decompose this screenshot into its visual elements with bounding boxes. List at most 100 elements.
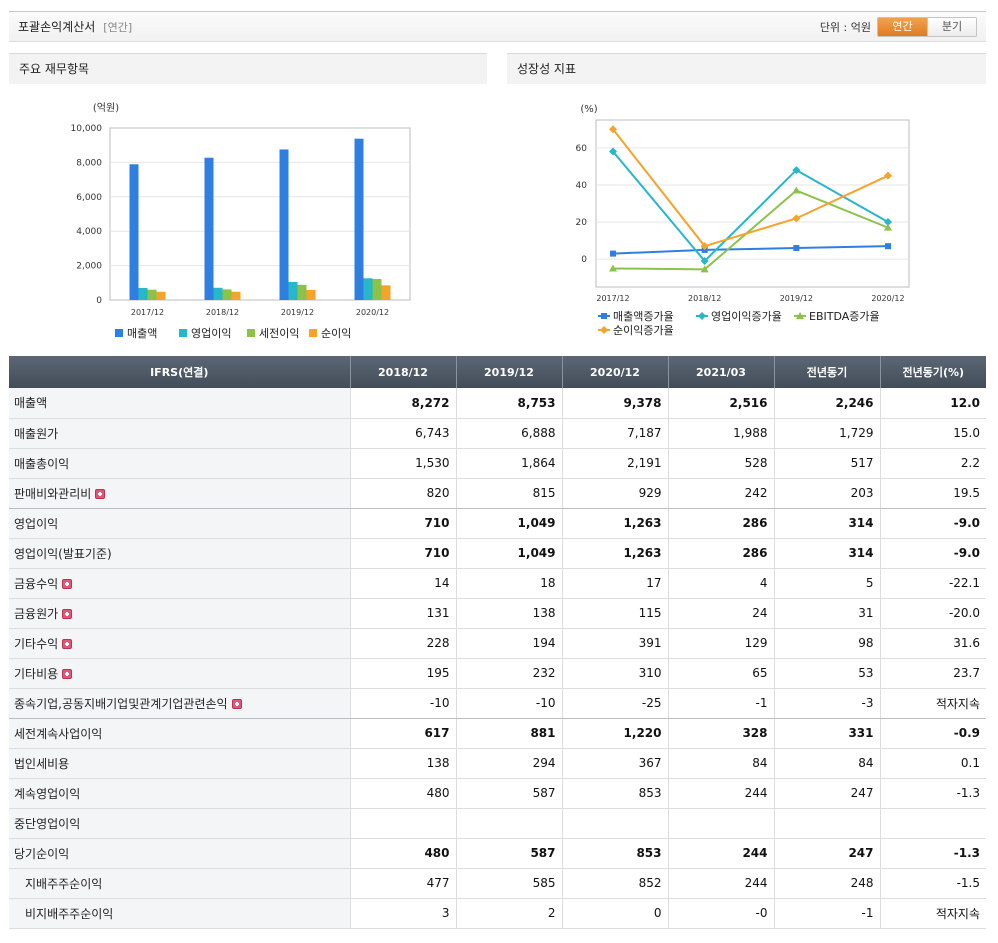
- table-cell: 8,272: [349, 388, 456, 419]
- table-cell: [561, 808, 668, 839]
- table-row: 기타비용 195 232 310 65 53 23.7: [9, 658, 986, 689]
- table-row: 세전계속사업이익 617 881 1,220 328 331 -0.9: [9, 718, 986, 749]
- row-label: 기타수익: [9, 628, 350, 659]
- line-x-tick-label: 2017/12: [596, 294, 629, 303]
- table-cell: 1,220: [561, 718, 668, 749]
- table-cell: -1.3: [879, 838, 986, 869]
- line-legend-label: 매출액증가율: [613, 310, 674, 323]
- bar-2: [288, 281, 298, 300]
- expand-plus-icon[interactable]: [62, 668, 73, 679]
- line-legend-marker: [796, 312, 804, 319]
- key-financials-bar-chart: 0 2,000 4,000 6,000 8,000 10,000 (억원) 2017/12 20…: [71, 102, 411, 340]
- expand-plus-icon[interactable]: [62, 578, 73, 589]
- statement-title: 포괄손익계산서: [18, 20, 96, 34]
- table-cell: 391: [561, 628, 668, 659]
- bar-4: [231, 291, 241, 300]
- table-cell: 587: [455, 778, 562, 809]
- table-cell: 929: [561, 478, 668, 509]
- row-label-text: 비지배주주순이익: [25, 906, 114, 921]
- table-cell: 587: [455, 838, 562, 869]
- expand-plus-icon[interactable]: [231, 698, 242, 709]
- table-cell: 477: [349, 868, 456, 899]
- table-row: 영업이익 710 1,049 1,263 286 314 -9.0: [9, 508, 986, 539]
- table-cell: 710: [349, 538, 456, 569]
- bar-legend-swatch: [309, 329, 317, 337]
- table-cell: 17: [561, 568, 668, 599]
- expand-plus-icon[interactable]: [62, 638, 73, 649]
- table-cell: 881: [455, 718, 562, 749]
- table-cell: 244: [667, 838, 774, 869]
- table-cell: 314: [773, 538, 880, 569]
- line-point: [609, 147, 617, 156]
- annual-toggle-button[interactable]: 연간: [878, 17, 927, 36]
- row-label: 매출원가: [9, 418, 350, 449]
- line-point: [793, 245, 800, 252]
- table-cell: 15.0: [879, 418, 986, 449]
- bar-plot-area: [109, 127, 411, 301]
- table-cell: 815: [455, 478, 562, 509]
- table-cell: 138: [349, 748, 456, 779]
- row-label-text: 종속기업,공동지배기업및관계기업관련손익: [14, 696, 228, 711]
- row-label: 금융원가: [9, 598, 350, 629]
- table-cell: 0.1: [879, 748, 986, 779]
- table-cell: 31.6: [879, 628, 986, 659]
- table-row: 매출원가 6,743 6,888 7,187 1,988 1,729 15.0: [9, 418, 986, 449]
- line-x-tick-label: 2019/12: [780, 294, 813, 303]
- header-period-3: 2020/12: [561, 356, 668, 388]
- table-cell: [879, 808, 986, 839]
- period-toggle: 연간 분기: [877, 16, 977, 37]
- quarter-toggle-button[interactable]: 분기: [927, 17, 976, 36]
- row-label-text: 기타수익: [14, 636, 59, 651]
- row-label-text: 금융수익: [14, 576, 59, 591]
- row-label-text: 영업이익(발표기준): [14, 546, 112, 561]
- bar-3: [297, 284, 307, 300]
- bar-legend-label: 매출액: [127, 327, 157, 340]
- table-cell: 585: [455, 868, 562, 899]
- table-cell: 1,049: [455, 538, 562, 569]
- row-label: 영업이익(발표기준): [9, 538, 350, 569]
- row-label: 매출액: [9, 388, 350, 419]
- row-label: 비지배주주순이익: [9, 898, 350, 929]
- bar-1: [279, 149, 289, 300]
- bar-4: [381, 285, 391, 300]
- table-cell: 2,246: [773, 388, 880, 419]
- table-cell: 98: [773, 628, 880, 659]
- row-label-text: 금융원가: [14, 606, 59, 621]
- bar-4: [306, 289, 316, 300]
- key-financials-title: 주요 재무항목: [9, 53, 487, 84]
- table-cell: 203: [773, 478, 880, 509]
- line-point: [609, 125, 617, 134]
- table-cell: 247: [773, 838, 880, 869]
- table-cell: -3: [773, 688, 880, 719]
- table-cell: 24: [667, 598, 774, 629]
- bar-2: [213, 287, 223, 300]
- line-point: [609, 264, 617, 272]
- row-label-text: 지배주주순이익: [25, 876, 103, 891]
- table-row: 기타수익 228 194 391 129 98 31.6: [9, 628, 986, 659]
- table-row: 금융원가 131 138 115 24 31 -20.0: [9, 598, 986, 629]
- bar-y-tick-label: 0: [96, 296, 102, 306]
- table-row: 매출총이익 1,530 1,864 2,191 528 517 2.2: [9, 448, 986, 479]
- period-tag: [연간]: [103, 20, 133, 34]
- bar-legend-label: 순이익: [321, 327, 351, 340]
- table-cell: -1.3: [879, 778, 986, 809]
- table-row: 금융수익 14 18 17 4 5 -22.1: [9, 568, 986, 599]
- table-cell: 617: [349, 718, 456, 749]
- expand-plus-icon[interactable]: [62, 608, 73, 619]
- row-label: 중단영업이익: [9, 808, 350, 839]
- bar-4: [156, 291, 166, 300]
- bar-unit-label: (억원): [93, 102, 119, 114]
- row-label-text: 기타비용: [14, 666, 59, 681]
- bar-y-tick-label: 4,000: [76, 227, 102, 237]
- table-cell: [773, 808, 880, 839]
- table-cell: -10: [455, 688, 562, 719]
- table-cell: -20.0: [879, 598, 986, 629]
- row-label: 기타비용: [9, 658, 350, 689]
- line-point: [885, 243, 891, 250]
- row-label-text: 계속영업이익: [14, 786, 81, 801]
- table-header-row: IFRS(연결) 2018/12 2019/12 2020/12 2021/03 전년동기…: [9, 356, 986, 388]
- line-y-tick-label: 60: [576, 144, 588, 154]
- table-cell: 480: [349, 838, 456, 869]
- growth-indicator-title: 성장성 지표: [507, 53, 986, 84]
- expand-plus-icon[interactable]: [95, 488, 106, 499]
